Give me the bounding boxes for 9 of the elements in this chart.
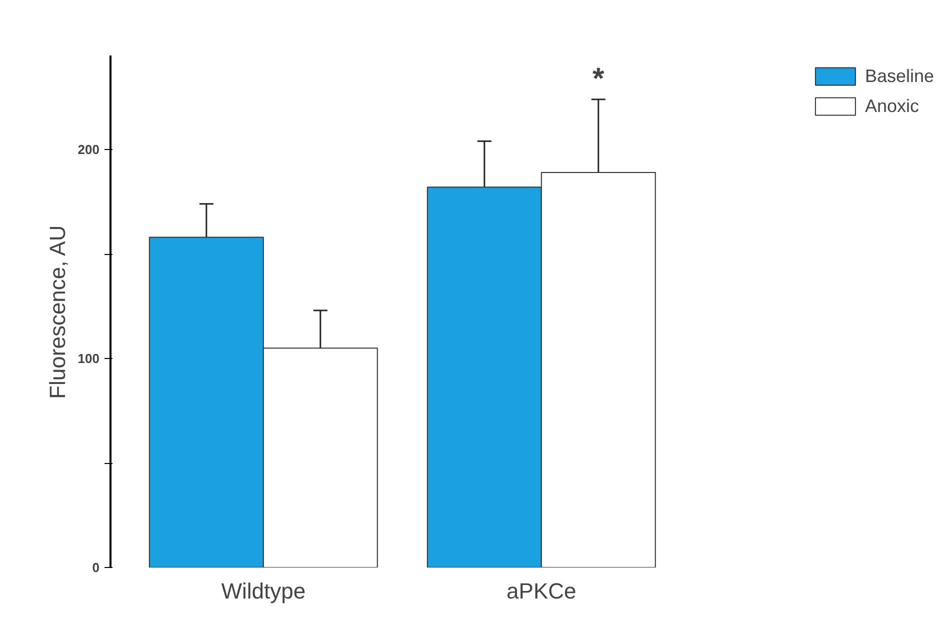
legend-label: Baseline — [864, 66, 934, 86]
y-axis-title: Fluorescence, AU — [44, 225, 70, 399]
x-tick-label: aPKCe — [506, 578, 576, 604]
y-tick-label: 100 — [78, 351, 100, 366]
y-tick-label: 0 — [92, 560, 100, 575]
x-tick-label: Wildtype — [221, 578, 306, 604]
annotation: * — [592, 62, 605, 96]
legend-label: Anoxic — [864, 96, 919, 116]
y-tick-label: 200 — [78, 142, 100, 158]
